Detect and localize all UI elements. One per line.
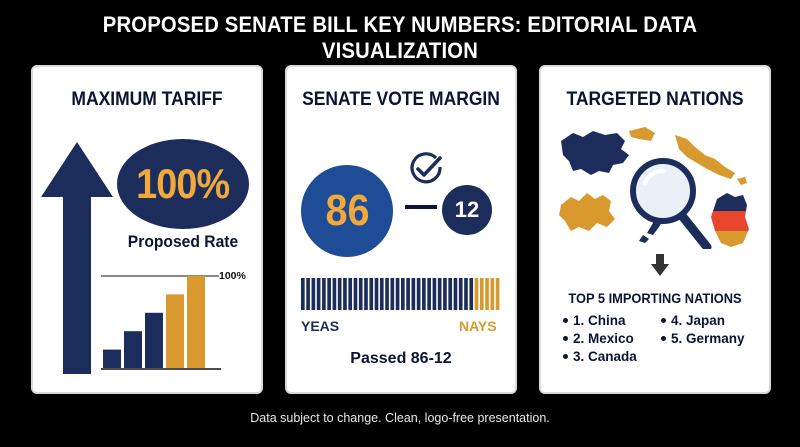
nay-segment — [485, 278, 489, 310]
rate-bar — [145, 312, 163, 368]
list-item: 1. China — [563, 313, 661, 328]
yea-segment — [316, 278, 321, 310]
vote-dash — [405, 205, 437, 209]
yea-segment — [432, 278, 437, 310]
yea-segment — [301, 278, 305, 310]
world-map-icon — [559, 127, 749, 249]
nays-label: NAYS — [459, 318, 497, 334]
region-shape — [737, 177, 747, 185]
rate-bar — [103, 349, 121, 368]
vote-panel-title: SENATE VOTE MARGIN — [302, 89, 500, 110]
rate-bar — [166, 294, 184, 368]
nations-panel: TARGETED NATIONS TO — [539, 65, 771, 394]
region-shape — [639, 235, 649, 243]
proposed-rate-label: Proposed Rate — [127, 232, 239, 251]
rate-ellipse: 100% — [117, 139, 249, 229]
up-arrow-icon — [41, 142, 113, 374]
nation-name: 2. Mexico — [573, 331, 634, 346]
yea-segment — [374, 278, 379, 310]
nay-segment — [495, 278, 500, 310]
nation-name: 4. Japan — [671, 313, 726, 328]
list-item: 2. Mexico — [563, 331, 661, 346]
nations-list: 1. China 4. Japan 2. Mexico 5. Germany 3… — [563, 313, 753, 364]
yea-segment — [348, 278, 353, 310]
yeas-circle: 86 — [301, 165, 393, 257]
vote-panel: SENATE VOTE MARGIN 86 12 YEAS NAYS Passe… — [285, 65, 517, 394]
nays-circle: 12 — [442, 185, 492, 235]
rate-mini-chart — [101, 275, 221, 370]
nation-name: 3. Canada — [573, 349, 637, 364]
yea-segment — [464, 278, 468, 310]
yea-segment — [437, 278, 442, 310]
yea-segment — [369, 278, 374, 310]
list-item: 3. Canada — [563, 349, 661, 364]
yea-segment — [337, 278, 342, 310]
yea-segment — [448, 278, 453, 310]
yea-segment — [458, 278, 463, 310]
nay-segment — [474, 278, 479, 310]
yeas-label: YEAS — [301, 318, 340, 334]
yea-segment — [427, 278, 431, 310]
yea-segment — [311, 278, 316, 310]
top-nations-title: TOP 5 IMPORTING NATIONS — [568, 291, 742, 306]
yea-segment — [422, 278, 426, 310]
yea-segment — [385, 278, 389, 310]
nation-name: 1. China — [573, 313, 626, 328]
yea-segment — [327, 278, 331, 310]
tariff-panel-title: MAXIMUM TARIFF — [71, 89, 223, 110]
list-item: 5. Germany — [661, 331, 753, 346]
magnifying-glass-icon — [630, 158, 712, 249]
checkmark-icon — [410, 152, 442, 184]
yea-segment — [411, 278, 416, 310]
rate-bar — [124, 331, 142, 368]
nays-count: 12 — [454, 197, 480, 222]
yea-segment — [395, 278, 400, 310]
china-shape — [561, 131, 629, 175]
nation-name: 5. Germany — [671, 331, 745, 346]
yea-segment — [469, 278, 474, 310]
nay-segment — [479, 278, 484, 310]
proposed-rate-value: 100% — [136, 160, 230, 207]
yea-segment — [406, 278, 410, 310]
yea-segment — [353, 278, 358, 310]
tariff-panel: MAXIMUM TARIFF 100% Proposed Rate 100% — [31, 65, 263, 394]
yea-segment — [401, 278, 405, 310]
chart-max-label: 100% — [219, 270, 246, 282]
down-arrow-icon — [651, 254, 669, 276]
yea-segment — [358, 278, 363, 310]
canada-shape — [559, 193, 615, 231]
vote-tally-bar — [301, 278, 500, 310]
yea-segment — [416, 278, 421, 310]
list-item: 4. Japan — [661, 313, 753, 328]
yea-segment — [364, 278, 368, 310]
yea-segment — [322, 278, 326, 310]
yea-segment — [453, 278, 458, 310]
yeas-count: 86 — [324, 186, 370, 235]
rate-bar — [187, 276, 205, 368]
footer-note: Data subject to change. Clean, logo-free… — [250, 411, 550, 425]
region-shape — [629, 127, 655, 141]
yea-segment — [379, 278, 384, 310]
yea-segment — [390, 278, 395, 310]
yea-segment — [332, 278, 337, 310]
page-title: PROPOSED SENATE BILL KEY NUMBERS: EDITOR… — [102, 12, 698, 63]
yea-segment — [343, 278, 347, 310]
yea-segment — [443, 278, 447, 310]
nay-segment — [490, 278, 495, 310]
nations-panel-title: TARGETED NATIONS — [566, 89, 744, 110]
germany-shape — [711, 193, 749, 247]
yea-segment — [306, 278, 310, 310]
vote-result: Passed 86-12 — [350, 350, 452, 367]
mexico-shape — [675, 135, 735, 179]
